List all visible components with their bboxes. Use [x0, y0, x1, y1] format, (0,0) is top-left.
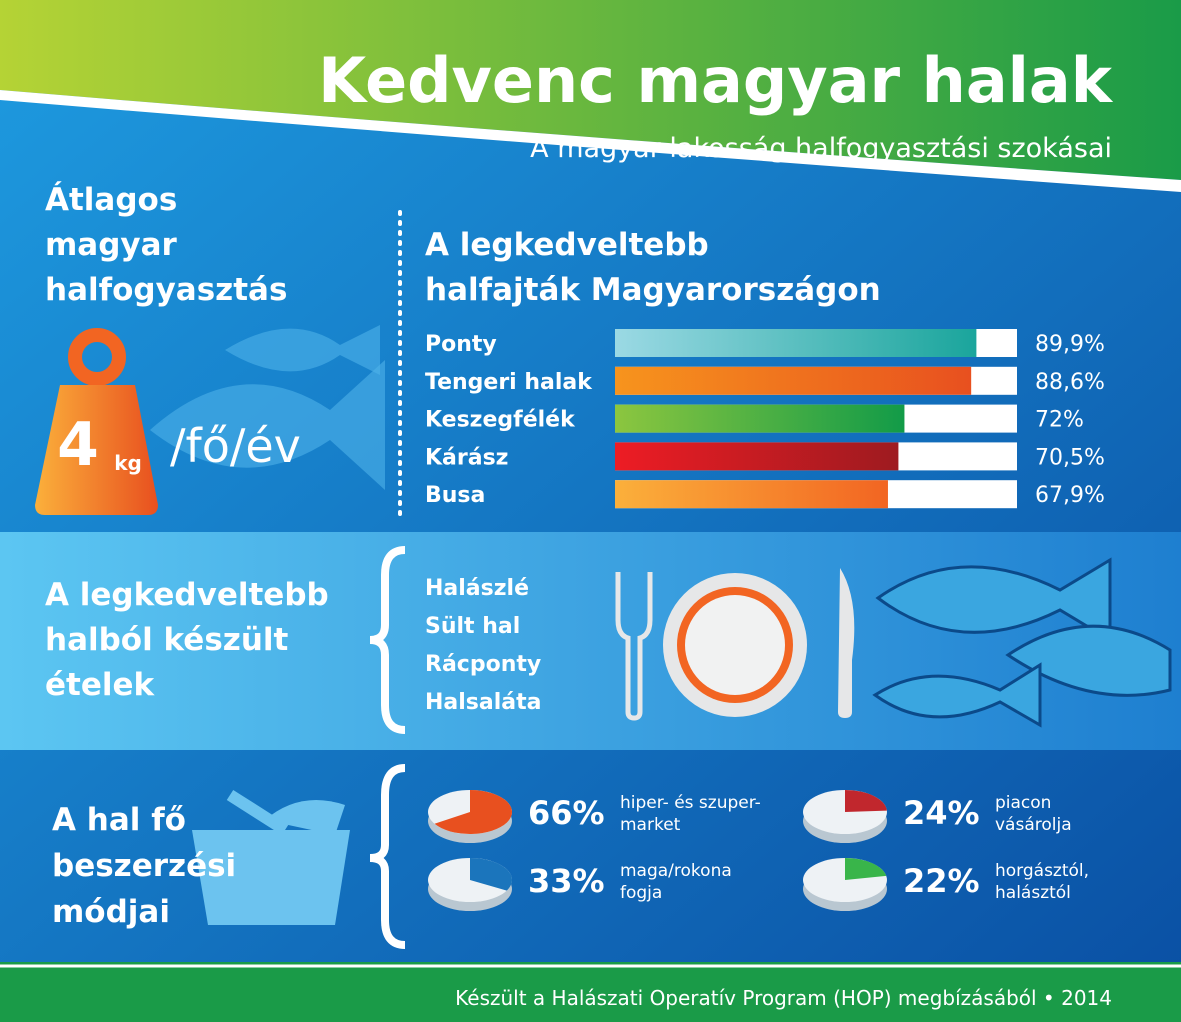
dish: Halászlé [425, 576, 529, 601]
dish: Sült hal [425, 614, 520, 639]
section-title: ételek [45, 667, 156, 703]
pie-description: hiper- és szuper- [620, 793, 761, 813]
brace [369, 546, 406, 734]
section-title: halból készült [45, 622, 289, 658]
unit: kg [114, 451, 142, 475]
section-title: Átlagos [45, 182, 177, 218]
value-label: 67,9% [1035, 483, 1105, 508]
dish: Rácponty [425, 652, 541, 677]
dish: Halsaláta [425, 690, 542, 715]
pie-slice [470, 858, 512, 891]
value-label: 89,9% [1035, 332, 1105, 357]
category-label: Tengeri halak [425, 370, 593, 395]
bar [615, 442, 899, 471]
category-label: Busa [425, 483, 485, 508]
category-label: Keszegfélék [425, 408, 576, 433]
bar [615, 366, 972, 395]
pie-value: 33% [528, 862, 605, 900]
weight [35, 385, 158, 515]
value-label: 88,6% [1035, 370, 1105, 395]
section-title: magyar [45, 227, 178, 263]
pie-value: 24% [903, 794, 980, 832]
fish-decoration [150, 360, 385, 490]
subtitle: A magyar lakosság halfogyasztási szokása… [530, 133, 1112, 164]
pie-description: maga/rokona [620, 861, 732, 881]
pie-slice [845, 790, 887, 812]
title: Kedvenc magyar halak [318, 44, 1114, 117]
fish-decoration [225, 325, 380, 375]
basket-icon [192, 789, 350, 925]
fish-illustration [872, 557, 1172, 728]
value-label: 70,5% [1035, 445, 1105, 470]
bar [615, 480, 888, 509]
value-label: 72% [1035, 408, 1084, 433]
pie-slice [434, 790, 512, 835]
section-title: A legkedveltebb [425, 227, 709, 263]
section-title: beszerzési [52, 848, 236, 884]
amount: 4 [57, 410, 99, 480]
pie-description: halásztól [995, 883, 1071, 903]
header-band [0, 0, 1181, 180]
section-title: halfajták Magyarországon [425, 272, 881, 308]
footer-band [0, 962, 1181, 1022]
pie-slice [845, 858, 887, 880]
pie-description: fogja [620, 883, 662, 903]
section-title: halfogyasztás [45, 272, 287, 308]
pie-description: vásárolja [995, 815, 1072, 835]
category-label: Kárász [425, 445, 509, 470]
bar [615, 404, 905, 433]
footer: Készült a Halászati Operatív Program (HO… [455, 986, 1112, 1010]
section-title: A legkedveltebb [45, 577, 329, 613]
weight-handle [68, 328, 126, 386]
cutlery [615, 568, 855, 721]
pie-value: 66% [528, 794, 605, 832]
section-title: módjai [52, 894, 170, 930]
category-label: Ponty [425, 332, 497, 357]
pie-description: horgásztól, [995, 861, 1089, 881]
pie-value: 22% [903, 862, 980, 900]
pie-description: piacon [995, 793, 1051, 813]
header-edge [0, 90, 1181, 192]
pie-description: market [620, 815, 681, 835]
bar [615, 329, 977, 357]
brace [369, 764, 406, 949]
per: /fő/év [170, 419, 301, 473]
section-title: A hal fő [52, 802, 186, 838]
